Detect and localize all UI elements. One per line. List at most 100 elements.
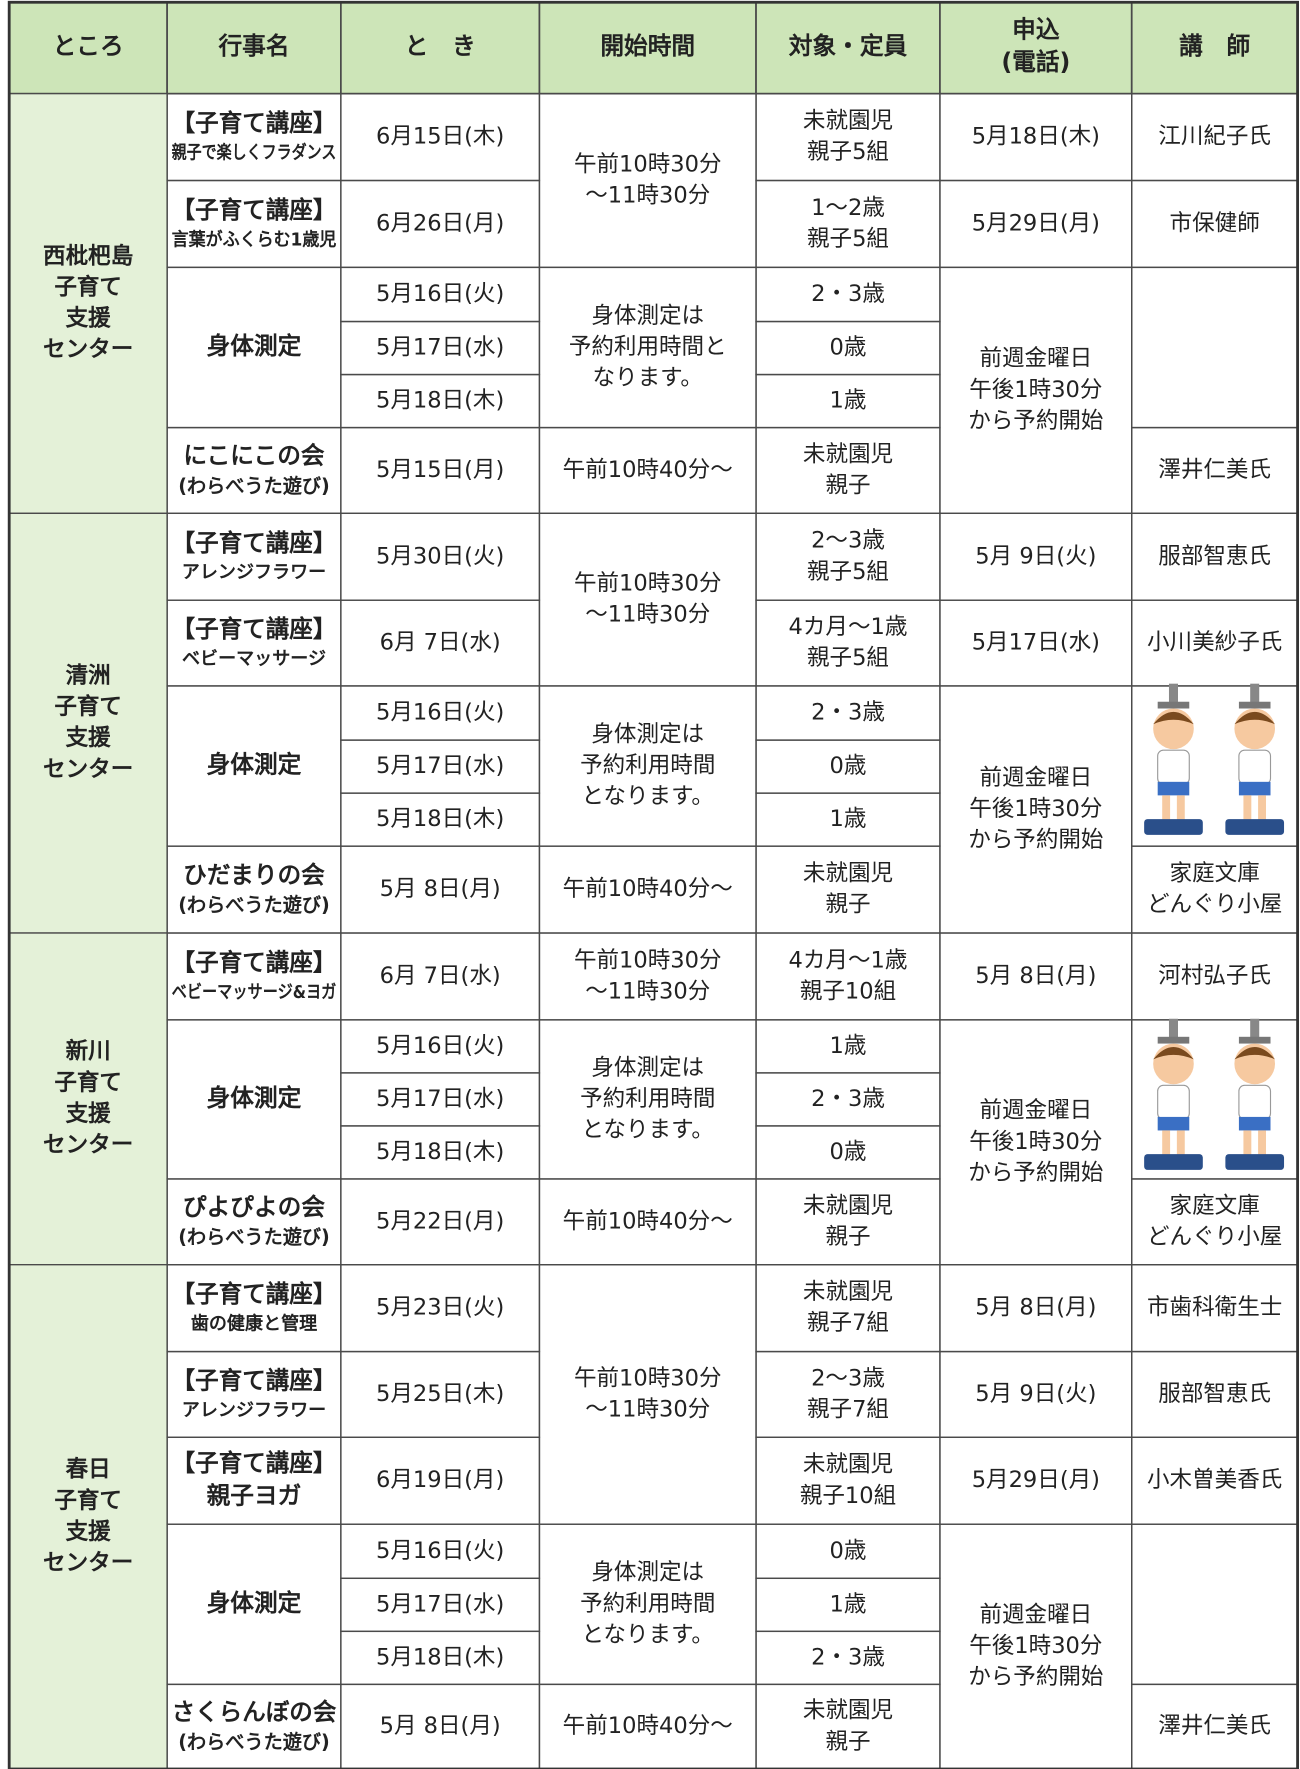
cell-text: ～11時30分 [585,183,710,209]
cell-text: 5月17日(水) [376,1086,504,1112]
cell [755,1264,941,1353]
tag-text: 【子育て講座】 [172,196,337,224]
cell-text: 5月16日(火) [376,1538,504,1564]
cell-text: ベビーマッサージ&ヨガ [172,982,337,1003]
cell-text: 5月29日(月) [972,210,1100,236]
cell-text: 2・3歳 [811,1644,885,1670]
cell-text: 5月18日(木) [376,806,504,832]
cell-text: 午後1時30分 [969,796,1102,822]
cell-text: 2・3歳 [811,700,885,726]
cell-text: 市歯科衛生士 [1147,1295,1282,1321]
cell-text: 5月17日(水) [972,630,1100,656]
cell-text: 子育て [54,693,122,720]
illustration [1143,683,1285,1171]
cell-text: 支援 [66,1519,112,1545]
cell-text: 河村弘子氏 [1158,963,1271,989]
cell-text: 身体測定は [591,1055,704,1081]
cell-text: 親子7組 [807,1310,889,1336]
cell-text: 予約利用時間 [580,753,715,779]
cell-text: ぴよぴよの会 [183,1193,325,1221]
cell-text: 2～3歳 [811,528,885,554]
cell-text: 予約利用時間 [580,1086,715,1112]
cell-text: 歯の健康と管理 [191,1312,317,1334]
cell-text: 清洲 [66,663,111,689]
cell-text: となります。 [582,1117,714,1143]
cell-text: ～11時30分 [585,979,710,1005]
cell [755,932,941,1021]
cell-text: (わらべうた遊び) [178,893,330,916]
cell-text: 1歳 [830,1591,867,1617]
cell-text: 1歳 [830,1033,867,1059]
cell-text: 午後1時30分 [969,1129,1102,1155]
header-text: 行事名 [217,32,289,60]
cell-text: 5月18日(木) [376,1139,504,1165]
cell-text: 親子10組 [800,1483,896,1509]
cell-text: (わらべうた遊び) [178,1226,330,1249]
cell-text: 未就園児 [803,1698,893,1724]
cell [755,845,941,934]
cell-text: 2・3歳 [811,1086,885,1112]
cell-text: 言葉がふくらむ1歳児 [172,228,337,250]
cell-text: 支援 [66,1101,112,1127]
tag-text: 【子育て講座】 [172,529,337,557]
cell-text: 親子ヨガ [207,1482,302,1510]
tag-text: 【子育て講座】 [172,948,337,976]
cell [1131,845,1299,934]
cell-text: 親子5組 [807,139,889,165]
cell-text: となります。 [582,1622,714,1648]
cell-text: 午前10時30分 [574,1365,722,1391]
cell-text: 0歳 [830,335,867,361]
cell-text: 親子 [825,892,870,918]
cell-text: さくらんぼの会 [172,1698,337,1726]
cell-text: 身体測定は [591,303,704,329]
place-cell [8,512,168,934]
cell-text: 身体測定 [207,1084,302,1112]
cell [755,1683,941,1769]
cell-text: 5月30日(火) [376,543,504,569]
cell-text: 5月 9日(火) [975,1381,1096,1407]
header-text: 開始時間 [600,32,695,60]
cell-text: 市保健師 [1170,210,1260,236]
cell-text: (わらべうた遊び) [178,1731,330,1754]
cell-text: 新川 [66,1038,111,1065]
cell-text: 5月15日(月) [376,457,504,483]
cell-text: 親子 [825,1729,870,1755]
cell-text: 4カ月～1歳 [789,947,908,973]
cell-text: 0歳 [830,1139,867,1165]
cell [538,932,757,1021]
header-text: (電話) [1001,48,1070,76]
cell-text: センター [43,337,133,363]
cell-text: 身体測定は [591,1560,704,1586]
cell-text: 1～2歳 [811,195,885,221]
cell-text: 午前10時40分～ [563,457,733,483]
cell-text: どんぐり小屋 [1147,1224,1282,1250]
cell-text: センター [43,1132,133,1158]
cell-text: から予約開始 [968,1664,1103,1690]
cell-text: 5月17日(水) [376,1591,504,1617]
cell [1131,266,1299,429]
cell-text: 5月 8日(月) [380,1713,501,1739]
cell-text: 未就園児 [803,861,893,887]
cell-text: 予約利用時間と [569,334,727,360]
tag-text: 【子育て講座】 [172,1366,337,1394]
cell-text: 5月18日(木) [376,1644,504,1670]
cell-text: 子育て [54,1069,122,1096]
cell-text: 前週金曜日 [979,765,1092,791]
header-text: 申込 [1012,16,1060,44]
cell-text: 服部智恵氏 [1158,543,1271,569]
cell-text: なります。 [593,365,703,391]
cell-text: 5月16日(火) [376,1033,504,1059]
cell-text: 4カ月～1歳 [789,614,908,640]
cell-text: 未就園児 [803,1452,893,1478]
cell [538,92,757,269]
cell-text: 2・3歳 [811,281,885,307]
cell-text: 身体測定 [207,332,302,360]
cell-text: 未就園児 [803,1193,893,1219]
texts: ところ 行事名と き開始時間 対象・定員申込(電話)講 師西枇杷島子育て支援センター… [43,16,1282,1755]
cell-text: にこにこの会 [183,442,324,470]
table-border [7,0,1299,1769]
cell-text: 6月 7日(水) [380,630,501,656]
cell-text: 子育て [54,1487,122,1514]
